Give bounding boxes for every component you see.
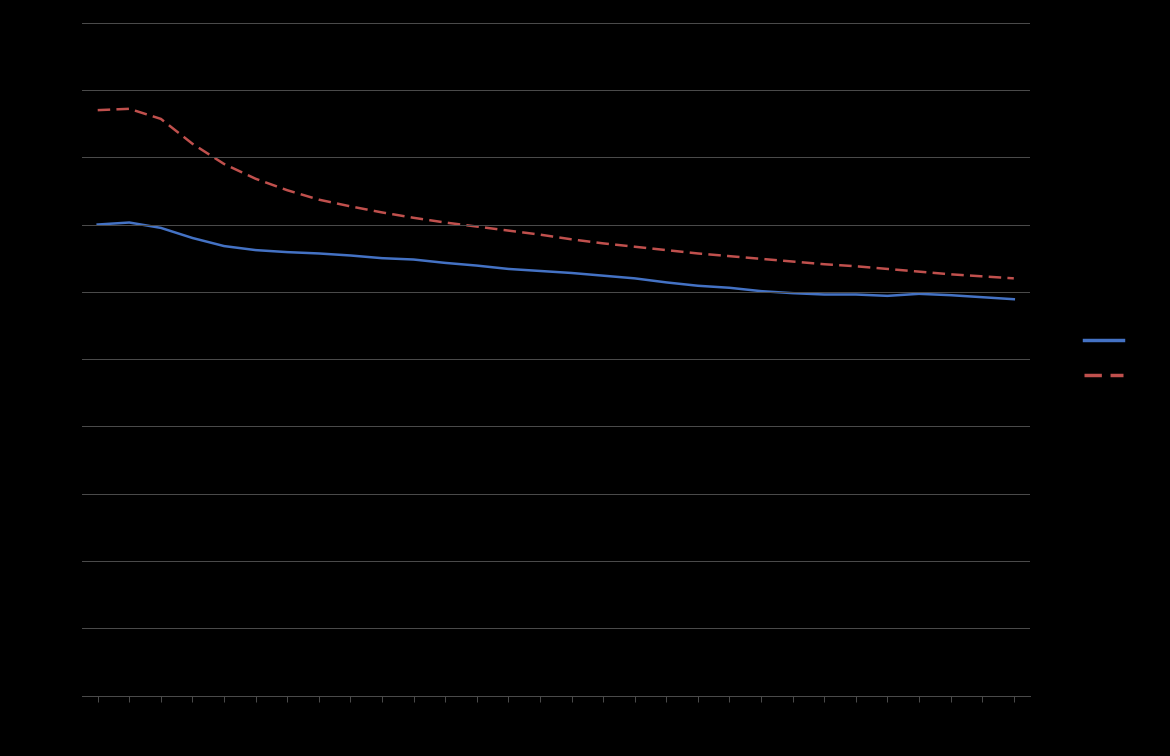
Legend: , : , (1083, 335, 1134, 383)
